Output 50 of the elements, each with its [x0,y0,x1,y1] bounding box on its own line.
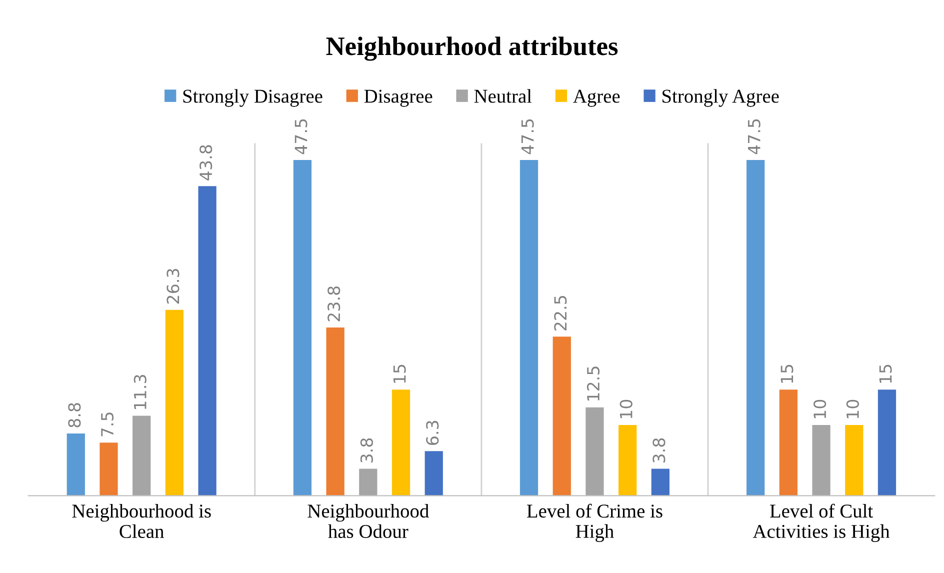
legend-label: Disagree [364,90,432,107]
bar [66,433,85,496]
bar [326,327,344,496]
bar [132,416,151,496]
data-label: 3.8 [652,438,666,462]
bar [424,451,443,496]
legend-label: Strongly Disagree [183,89,322,107]
data-label: 23.8 [328,286,340,322]
data-label: 10 [620,400,632,418]
bar [392,390,410,496]
data-label: 6.3 [426,420,439,445]
legend-label: Neutral [474,89,532,103]
bar [779,390,798,496]
data-label: 43.8 [200,145,212,180]
bar [586,407,604,496]
chart-title: Neighbourhood attributes [326,36,618,61]
data-label: 11.3 [134,374,146,409]
bar [651,468,670,496]
bar [165,310,184,496]
bar [552,336,571,496]
x-tick-label: Neighbourhood has Odour [308,504,429,538]
bar [198,186,216,496]
bar [100,442,118,496]
bar [746,160,765,496]
bar [812,424,830,496]
data-label: 15 [393,364,406,383]
bar [293,160,312,496]
data-label: 12.5 [586,366,600,400]
data-label: 26.3 [166,269,180,304]
data-label: 3.8 [360,438,373,462]
data-label: 47.5 [294,119,308,154]
x-tick-label: Level of Cult Activities is High [752,504,890,542]
bar [520,160,538,496]
data-label: 15 [780,364,794,383]
bar [845,424,864,496]
x-tick-label: Neighbourhood is Clean [72,504,211,538]
bar [618,424,637,496]
data-label: 15 [879,364,892,383]
x-tick-label: Level of Crime is High [526,504,662,542]
data-label: 10 [846,400,859,418]
data-label: 47.5 [748,119,760,154]
legend-label: Agree [573,90,620,107]
data-label: 22.5 [554,296,567,330]
data-label: 8.8 [68,403,81,428]
data-label: 47.5 [521,119,534,154]
data-label: 7.5 [101,412,114,436]
legend-label: Strongly Agree [662,89,779,107]
bar [878,390,896,496]
data-label: 10 [814,400,826,418]
bar [359,468,378,496]
